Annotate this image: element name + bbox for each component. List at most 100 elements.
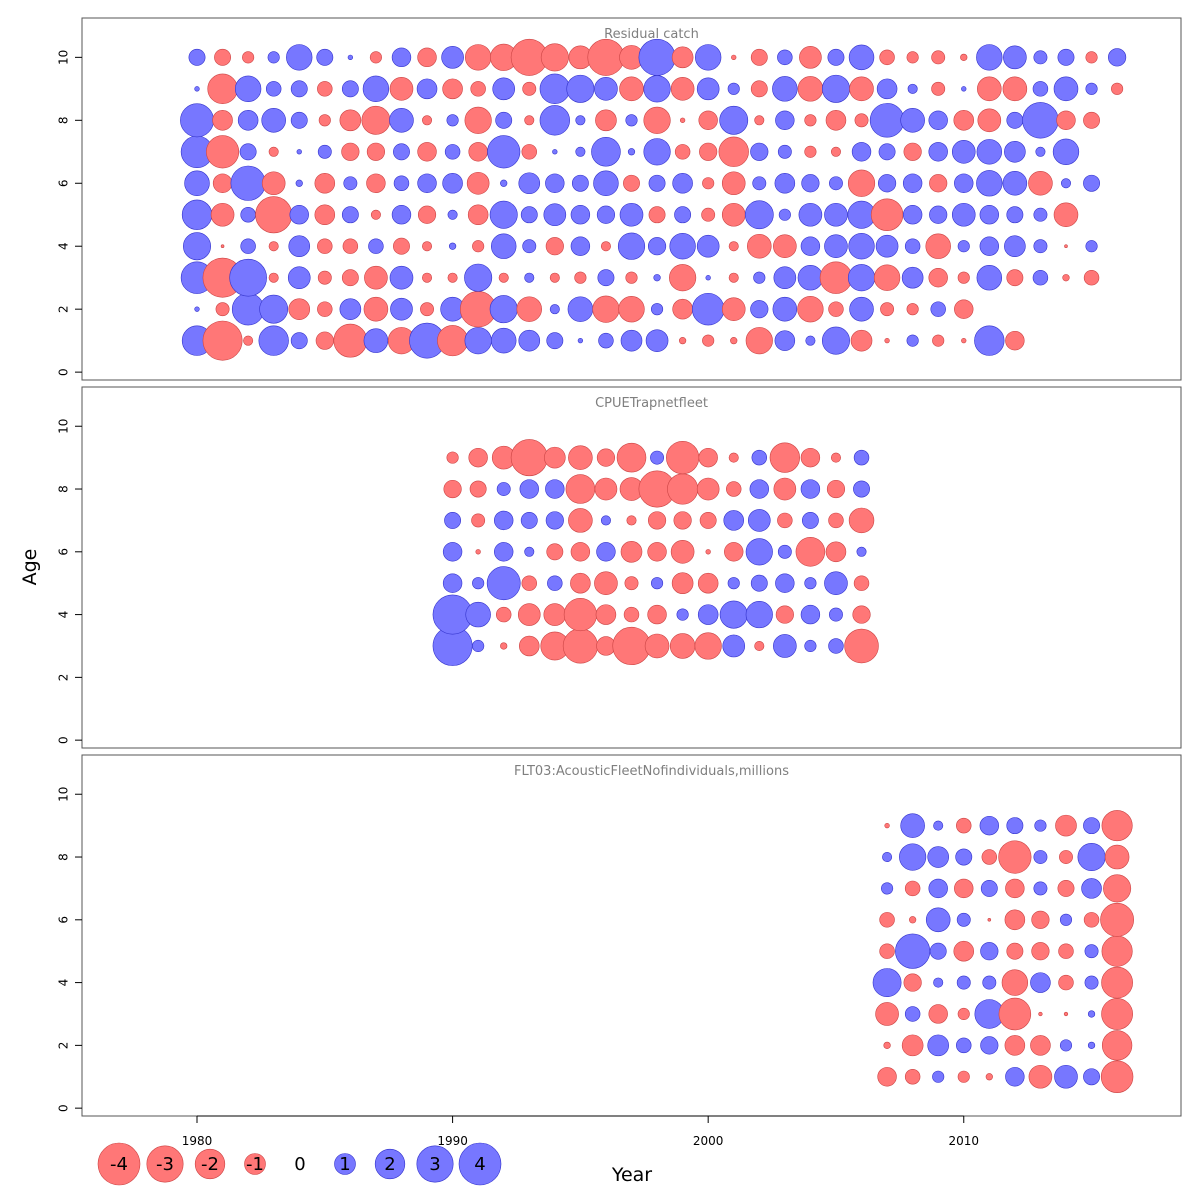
negative-residual-bubble bbox=[626, 515, 637, 526]
positive-residual-bubble bbox=[651, 303, 664, 316]
negative-residual-bubble bbox=[315, 331, 334, 350]
negative-residual-bubble bbox=[804, 145, 817, 158]
positive-residual-bubble bbox=[1033, 881, 1048, 896]
negative-residual-bubble bbox=[207, 73, 238, 104]
positive-residual-bubble bbox=[317, 144, 332, 159]
positive-residual-bubble bbox=[188, 48, 206, 66]
positive-residual-bubble bbox=[895, 933, 931, 969]
negative-residual-bubble bbox=[1005, 330, 1025, 351]
negative-residual-bubble bbox=[928, 268, 948, 288]
positive-residual-bubble bbox=[625, 114, 638, 127]
positive-residual-bubble bbox=[288, 235, 311, 258]
negative-residual-bubble bbox=[906, 51, 919, 64]
positive-residual-bubble bbox=[930, 301, 946, 317]
positive-residual-bubble bbox=[258, 325, 289, 356]
positive-residual-bubble bbox=[240, 207, 256, 223]
negative-residual-bubble bbox=[849, 76, 874, 102]
positive-residual-bubble bbox=[539, 105, 570, 136]
positive-residual-bubble bbox=[1053, 76, 1079, 102]
positive-residual-bubble bbox=[674, 206, 692, 224]
negative-residual-bubble bbox=[1101, 966, 1133, 999]
positive-residual-bubble bbox=[848, 233, 875, 260]
positive-residual-bubble bbox=[495, 111, 513, 129]
negative-residual-bubble bbox=[647, 604, 667, 625]
positive-residual-bubble bbox=[591, 137, 621, 167]
positive-residual-bubble bbox=[643, 138, 671, 166]
positive-residual-bubble bbox=[875, 234, 899, 258]
y-tick-label: 4 bbox=[57, 979, 71, 987]
positive-residual-bubble bbox=[549, 304, 560, 315]
positive-residual-bubble bbox=[747, 509, 771, 532]
positive-residual-bubble bbox=[676, 608, 689, 621]
negative-residual-bubble bbox=[417, 142, 437, 162]
negative-residual-bubble bbox=[545, 237, 564, 256]
panel-frame bbox=[81, 754, 1182, 1117]
positive-residual-bubble bbox=[774, 330, 796, 351]
negative-residual-bubble bbox=[563, 598, 597, 632]
positive-residual-bubble bbox=[772, 76, 798, 102]
positive-residual-bubble bbox=[489, 295, 518, 324]
negative-residual-bubble bbox=[1001, 969, 1029, 996]
positive-residual-bubble bbox=[598, 332, 614, 349]
negative-residual-bubble bbox=[1101, 935, 1133, 967]
positive-residual-bubble bbox=[442, 173, 463, 194]
negative-residual-bubble bbox=[669, 264, 697, 292]
positive-residual-bubble bbox=[982, 975, 997, 990]
size-legend: -4 -3 -2 -1 0 1 2 3 4 bbox=[97, 1142, 502, 1186]
positive-residual-bubble bbox=[230, 165, 266, 201]
negative-residual-bubble bbox=[620, 541, 643, 563]
negative-residual-bubble bbox=[667, 473, 699, 505]
positive-residual-bubble bbox=[391, 205, 412, 225]
negative-residual-bubble bbox=[314, 204, 336, 225]
negative-residual-bubble bbox=[243, 335, 254, 346]
negative-residual-bubble bbox=[797, 76, 824, 102]
positive-residual-bubble bbox=[339, 298, 362, 320]
positive-residual-bubble bbox=[316, 48, 334, 66]
negative-residual-bubble bbox=[698, 447, 718, 468]
negative-residual-bubble bbox=[595, 604, 617, 625]
positive-residual-bubble bbox=[1004, 140, 1026, 163]
negative-residual-bubble bbox=[697, 572, 719, 594]
negative-residual-bubble bbox=[728, 241, 739, 252]
positive-residual-bubble bbox=[545, 511, 564, 530]
positive-residual-bubble bbox=[904, 238, 921, 254]
positive-residual-bubble bbox=[620, 329, 643, 352]
negative-residual-bubble bbox=[819, 261, 853, 294]
positive-residual-bubble bbox=[296, 149, 302, 155]
positive-residual-bubble bbox=[341, 80, 359, 98]
negative-residual-bubble bbox=[678, 337, 687, 345]
positive-residual-bubble bbox=[1083, 1068, 1100, 1086]
x-tick-label: 1980 bbox=[182, 1134, 213, 1148]
positive-residual-bubble bbox=[1060, 178, 1071, 189]
negative-residual-bubble bbox=[745, 327, 773, 355]
positive-residual-bubble bbox=[745, 538, 773, 566]
negative-residual-bubble bbox=[1104, 844, 1130, 870]
negative-residual-bubble bbox=[417, 47, 437, 68]
negative-residual-bubble bbox=[847, 169, 876, 197]
negative-residual-bubble bbox=[1053, 202, 1079, 228]
negative-residual-bubble bbox=[1063, 1011, 1069, 1017]
positive-residual-bubble bbox=[804, 577, 817, 590]
negative-residual-bubble bbox=[769, 442, 800, 473]
negative-residual-bubble bbox=[1101, 998, 1133, 1030]
negative-residual-bubble bbox=[954, 299, 974, 319]
positive-residual-bubble bbox=[643, 75, 671, 103]
negative-residual-bubble bbox=[242, 51, 255, 64]
positive-residual-bubble bbox=[543, 203, 567, 227]
positive-residual-bubble bbox=[775, 110, 795, 130]
negative-residual-bubble bbox=[1031, 910, 1050, 929]
positive-residual-bubble bbox=[518, 172, 541, 195]
positive-residual-bubble bbox=[522, 239, 537, 254]
positive-residual-bubble bbox=[951, 139, 976, 164]
positive-residual-bubble bbox=[954, 173, 974, 193]
positive-residual-bubble bbox=[800, 236, 821, 256]
positive-residual-bubble bbox=[847, 264, 876, 292]
positive-residual-bubble bbox=[824, 202, 848, 227]
negative-residual-bubble bbox=[879, 943, 895, 959]
negative-residual-bubble bbox=[1055, 814, 1077, 837]
negative-residual-bubble bbox=[870, 198, 904, 231]
y-tick-label: 0 bbox=[57, 736, 71, 744]
positive-residual-bubble bbox=[1003, 45, 1027, 70]
legend-label: -2 bbox=[201, 1154, 219, 1175]
